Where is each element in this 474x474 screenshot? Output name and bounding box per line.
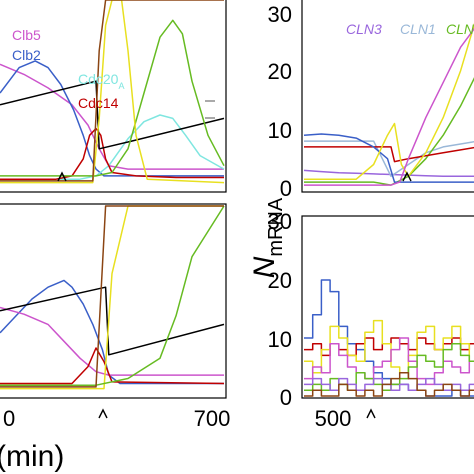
panel-top-left-frame xyxy=(0,0,227,193)
series-line-top-right-4 xyxy=(303,133,474,183)
arrowhead-marker-bottom-right xyxy=(366,408,376,419)
legend-clb2: Clb2 xyxy=(12,47,41,63)
y-tick-label: 30 xyxy=(268,209,292,234)
y-tick-label: 20 xyxy=(268,59,292,84)
series-line-bottom-left-1 xyxy=(0,306,224,376)
series-line-top-right-5 xyxy=(304,22,474,180)
series-line-top-right-1 xyxy=(304,140,474,178)
y-axis-title-sub: mRNA xyxy=(265,197,287,257)
legend-cdc20-main: Cdc20 xyxy=(78,71,119,87)
legend-clb5: Clb5 xyxy=(12,27,41,43)
arrowhead-marker-top-right xyxy=(402,171,412,182)
legend-cdc14: Cdc14 xyxy=(78,95,119,111)
top-left-right-ticks xyxy=(205,100,215,119)
series-line-top-right-2 xyxy=(304,77,474,186)
series-line-top-right-3 xyxy=(304,146,474,163)
event-markers xyxy=(57,171,412,419)
arrowhead-marker-bottom-left xyxy=(98,408,108,419)
y-ticks-top-right: 30 20 10 0 xyxy=(268,2,292,201)
legend-cln3: CLN3 xyxy=(346,21,382,37)
x-tick-label-500: 500 xyxy=(315,406,352,431)
y-tick-label: 0 xyxy=(280,176,292,201)
arrowhead-marker-top-left xyxy=(57,171,67,182)
y-axis-title: NmRNA xyxy=(248,197,287,278)
legend-cln1: CLN1 xyxy=(400,21,436,37)
series-line-top-left-5 xyxy=(0,19,225,177)
series-line-bottom-right-6 xyxy=(304,372,474,397)
panel-bottom-right-plot xyxy=(304,279,474,397)
series-line-bottom-right-3 xyxy=(304,337,474,386)
series-line-bottom-right-0 xyxy=(304,279,474,397)
series-line-bottom-left-0 xyxy=(0,279,224,385)
x-tick-label-700: 700 xyxy=(194,406,231,431)
legend-cln2: CLN xyxy=(446,21,474,37)
panel-top-right-frame xyxy=(301,0,474,193)
panel-frames xyxy=(0,0,474,399)
x-tick-label-0: 0 xyxy=(3,406,15,431)
y-tick-label: 30 xyxy=(268,2,292,27)
y-ticks-bottom-right: 30 20 10 0 xyxy=(268,209,292,410)
panel-bottom-left-frame xyxy=(0,203,227,399)
legend-cdc20: Cdc20A xyxy=(78,71,124,91)
panel-bottom-left-plot xyxy=(0,205,225,390)
x-axis-title: (min) xyxy=(0,440,64,473)
panel-top-left-plot xyxy=(0,0,225,184)
series-line-top-left-6 xyxy=(0,0,225,184)
legend-cdc20-sub: A xyxy=(118,81,124,91)
y-tick-label: 10 xyxy=(268,118,292,143)
series-line-bottom-left-6 xyxy=(0,205,224,388)
y-axis-title-text: NmRNA xyxy=(248,197,287,278)
series-line-top-left-4 xyxy=(0,80,225,150)
series-line-top-right-0 xyxy=(303,169,474,178)
series-line-bottom-left-5 xyxy=(0,205,225,386)
y-axis-title-n: N xyxy=(248,256,281,278)
panel-top-right-plot xyxy=(303,22,474,186)
series-line-top-left-7 xyxy=(0,0,224,182)
y-tick-label: 10 xyxy=(268,327,292,352)
panel-bottom-right-frame xyxy=(301,215,474,399)
y-tick-label: 20 xyxy=(268,268,292,293)
y-tick-label: 0 xyxy=(280,385,292,410)
series-line-top-left-2 xyxy=(0,114,225,180)
series-layer xyxy=(0,0,474,397)
series-line-top-right-6 xyxy=(304,27,474,186)
series-line-bottom-right-2 xyxy=(304,319,474,374)
